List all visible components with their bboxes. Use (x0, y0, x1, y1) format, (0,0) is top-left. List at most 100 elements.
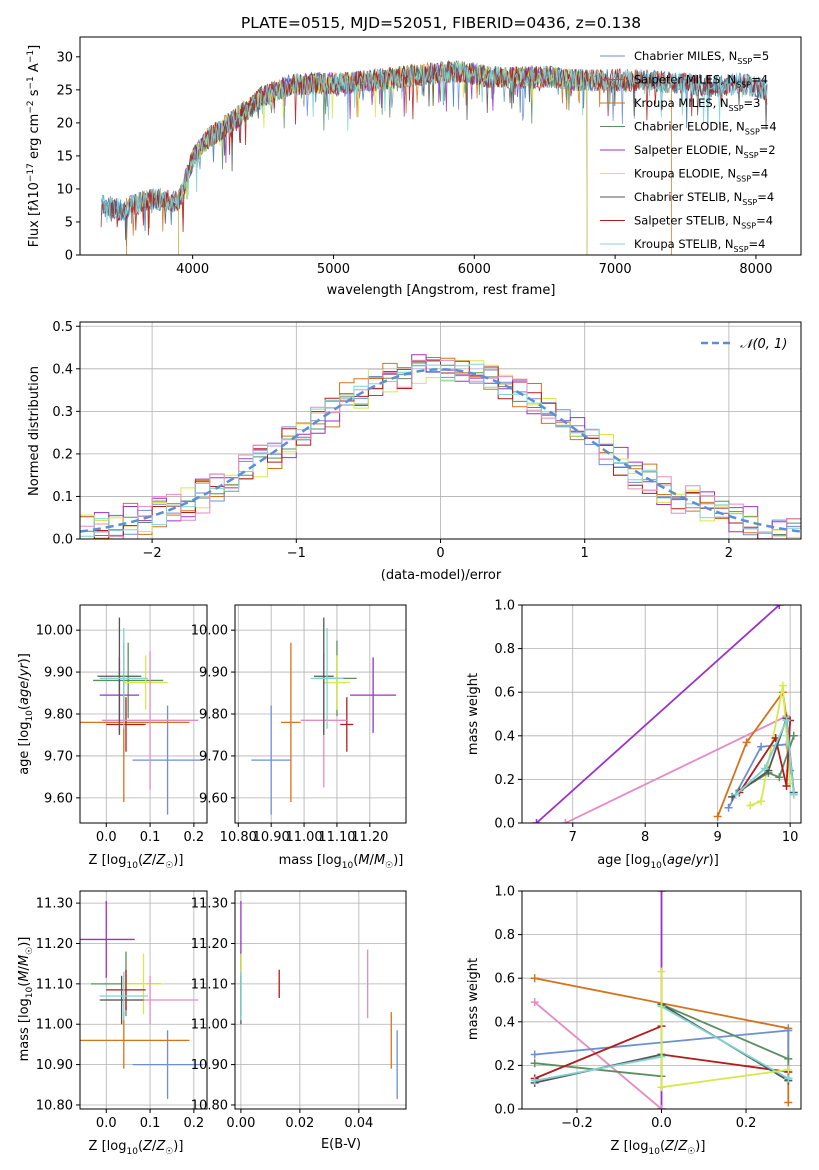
weight-point-marker (778, 681, 787, 690)
residuals-xlabel: (data-model)/error (381, 568, 502, 583)
spectrum-panel: PLATE=0515, MJD=52051, FIBERID=0436, z=0… (26, 14, 802, 298)
age-weight-xlabel: age [log10(age/yr)] (597, 853, 719, 871)
y-tick-label: 0.8 (494, 928, 515, 943)
axes-frame (234, 890, 407, 1110)
y-tick-label: 0.6 (494, 972, 515, 987)
x-tick-label: 0.02 (285, 1116, 314, 1131)
y-tick-label: 0.0 (52, 533, 73, 548)
weight-series-line (534, 1001, 663, 1109)
plot-marks (251, 617, 397, 815)
weight-point-marker (757, 742, 766, 751)
x-tick-label: 0.0 (96, 1116, 117, 1131)
z-weight-xlabel: Z [log10(Z/Z☉)] (611, 1139, 706, 1157)
weight-point-marker (731, 790, 740, 799)
weight-point-marker (757, 797, 766, 806)
y-tick-label: 20 (56, 116, 73, 131)
x-tick-label: 0.1 (140, 830, 161, 845)
plot-marks (240, 901, 398, 1099)
weight-point-marker (532, 819, 541, 823)
weight-point-marker (724, 803, 733, 812)
spectrum-title: PLATE=0515, MJD=52051, FIBERID=0436, z=0… (241, 14, 641, 32)
spectrum-series-line (100, 61, 768, 236)
y-tick-label: 9.70 (44, 749, 73, 764)
residuals-ylabel: Normed distribution (27, 366, 42, 496)
legend-label: Kroupa STELIB, NSSP=4 (634, 237, 765, 254)
z-age-ylabel: age [log10(age/yr)] (17, 653, 35, 775)
x-tick-label: 7 (569, 830, 577, 845)
weight-point-marker (784, 1098, 793, 1107)
y-tick-label: 11.30 (36, 897, 73, 912)
x-tick-label: 7000 (599, 262, 632, 277)
axes-frame (521, 890, 802, 1110)
normal-reference-legend-label: 𝒩(0, 1) (740, 337, 787, 352)
x-tick-label: 10.80 (220, 830, 257, 845)
legend-subscript: SSP (734, 245, 749, 254)
axes-frame (79, 604, 208, 824)
y-tick-label: 10.90 (36, 1058, 73, 1073)
spectrum-xlabel: wavelength [Angstrom, rest frame] (327, 283, 556, 298)
legend-suffix: =4 (756, 214, 773, 228)
plot-marks (532, 605, 798, 823)
axes-frame (234, 604, 407, 824)
residuals-legend: 𝒩(0, 1) (701, 337, 787, 352)
mass-age-xlabel: mass [log10(M/M☉)] (279, 853, 404, 871)
y-tick-label: 9.60 (44, 791, 73, 806)
x-tick-label: 0.2 (736, 1116, 757, 1131)
x-tick-label: 10 (782, 830, 799, 845)
y-tick-label: 1.0 (494, 599, 515, 614)
y-tick-label: 0.8 (494, 642, 515, 657)
legend-suffix: =3 (744, 96, 761, 110)
x-tick-label: 0.00 (226, 1116, 255, 1131)
weight-point-marker (657, 1105, 666, 1109)
spectrum-series-line (100, 60, 768, 223)
legend-suffix: =4 (751, 73, 768, 87)
y-tick-label: 9.80 (199, 708, 228, 723)
weight-point-marker (530, 1059, 539, 1068)
histogram-step-line (80, 357, 801, 539)
ebv-mass-xlabel: E(B-V) (321, 1137, 361, 1152)
x-tick-label: 11.20 (351, 830, 388, 845)
age-weight-ylabel: mass weight (466, 673, 481, 755)
weight-point-marker (657, 891, 666, 895)
weight-point-marker (713, 812, 722, 821)
x-tick-label: −2 (143, 546, 162, 561)
y-tick-label: 10.80 (191, 1098, 228, 1113)
axes-frame (79, 321, 802, 540)
y-tick-label: 25 (56, 83, 73, 98)
ebv-mass-panel: 0.00 0.02 0.04 10.80 10.90 11.00 11.10 11.20 11.… (191, 890, 407, 1152)
weight-point-marker (784, 1074, 793, 1083)
weight-point-marker (782, 716, 791, 725)
legend-label: Salpeter MILES, NSSP=4 (634, 73, 768, 90)
y-tick-label: 0.2 (494, 1059, 515, 1074)
legend-label: Salpeter ELODIE, NSSP=2 (634, 143, 776, 160)
legend-subscript: SSP (736, 81, 751, 90)
x-tick-label: 8 (641, 830, 649, 845)
x-tick-label: 0.1 (140, 1116, 161, 1131)
legend-suffix: =4 (757, 190, 774, 204)
y-tick-label: 11.10 (36, 977, 73, 992)
x-tick-label: 9 (714, 830, 722, 845)
x-tick-label: 11.10 (318, 830, 355, 845)
legend-subscript: SSP (729, 104, 744, 113)
weight-point-marker (782, 781, 791, 790)
x-tick-label: 8000 (739, 262, 772, 277)
y-tick-label: 9.80 (44, 708, 73, 723)
axes-frame (79, 36, 802, 256)
x-tick-label: 1 (581, 546, 589, 561)
legend-suffix: =4 (749, 237, 766, 251)
x-tick-label: 10.90 (253, 830, 290, 845)
z-mass-ylabel: mass [log10(M/M☉)] (17, 937, 35, 1062)
y-tick-label: 0.6 (494, 686, 515, 701)
y-tick-label: 11.10 (191, 977, 228, 992)
legend-suffix: =4 (751, 167, 768, 181)
plot-marks (80, 354, 801, 539)
plot-marks (100, 59, 768, 255)
y-tick-label: 0.0 (494, 817, 515, 832)
y-tick-label: 0.0 (494, 1103, 515, 1118)
legend-label: Chabrier MILES, NSSP=5 (634, 49, 769, 66)
legend-label: Chabrier STELIB, NSSP=4 (634, 190, 774, 207)
legend-label: Salpeter STELIB, NSSP=4 (634, 214, 773, 231)
y-tick-label: 5 (65, 215, 73, 230)
y-tick-label: 11.00 (36, 1018, 73, 1033)
